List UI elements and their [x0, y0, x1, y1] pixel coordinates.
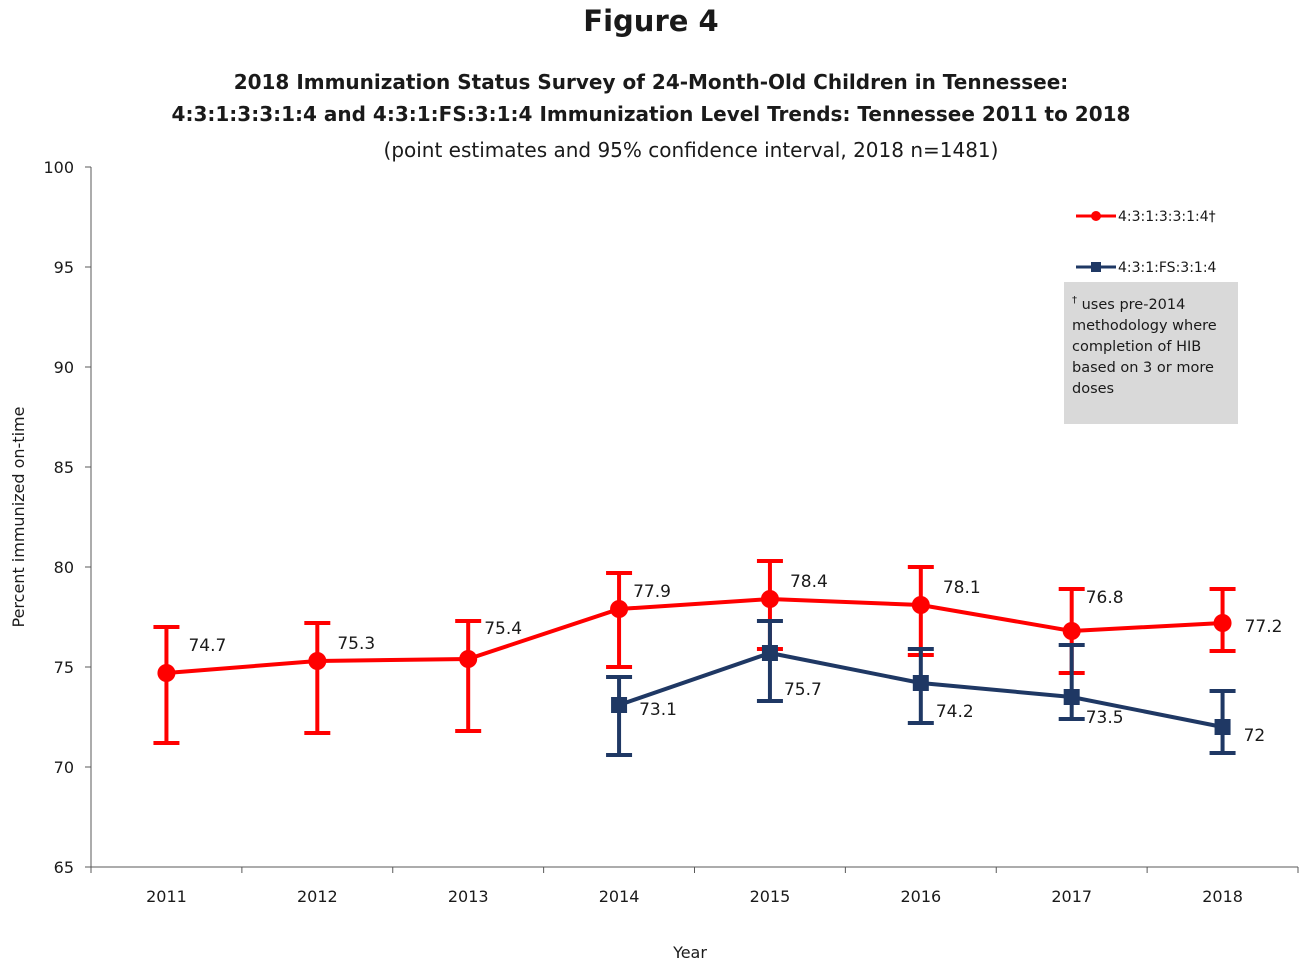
data-point	[1213, 614, 1232, 632]
data-point	[1214, 719, 1231, 735]
x-tick-label: 2011	[146, 887, 187, 906]
figure-label: Figure 4	[583, 4, 719, 38]
data-label: 74.2	[936, 702, 974, 722]
x-tick-label: 2016	[900, 887, 941, 906]
data-point	[308, 652, 327, 670]
data-point	[761, 645, 778, 661]
legend-label: 4:3:1:3:3:1:4†	[1118, 209, 1216, 225]
data-label: 74.7	[188, 636, 226, 656]
x-tick-label: 2015	[750, 887, 791, 906]
data-point	[459, 650, 478, 668]
x-axis-title: Year	[672, 943, 707, 961]
note-dagger: †	[1072, 295, 1077, 306]
data-point	[1063, 689, 1080, 705]
data-point	[157, 664, 176, 682]
data-label: 73.1	[639, 700, 677, 720]
x-tick-label: 2012	[297, 887, 338, 906]
data-point	[1062, 622, 1081, 640]
chart-subtitle: (point estimates and 95% confidence inte…	[383, 138, 999, 162]
data-point	[611, 697, 628, 713]
y-tick-label: 80	[54, 558, 74, 577]
chart-title-line1: 2018 Immunization Status Survey of 24-Mo…	[233, 70, 1069, 94]
y-tick-label: 95	[54, 258, 74, 277]
y-tick-label: 70	[54, 758, 74, 777]
x-tick-label: 2017	[1051, 887, 1092, 906]
data-label: 77.2	[1245, 617, 1283, 637]
y-tick-label: 75	[54, 658, 74, 677]
x-tick-label: 2014	[599, 887, 640, 906]
methodology-note: † uses pre-2014 methodology where comple…	[1064, 282, 1238, 424]
chart-title-line2: 4:3:1:3:3:1:4 and 4:3:1:FS:3:1:4 Immuniz…	[171, 102, 1131, 126]
data-point	[912, 675, 929, 691]
y-axis-title: Percent immunized on-time	[9, 407, 28, 628]
legend-label: 4:3:1:FS:3:1:4	[1118, 260, 1217, 276]
y-tick-label: 65	[54, 858, 74, 877]
x-tick-label: 2013	[448, 887, 489, 906]
data-point	[911, 596, 930, 614]
note-text: uses pre-2014 methodology where completi…	[1072, 296, 1217, 397]
y-tick-label: 100	[43, 158, 74, 177]
data-label: 76.8	[1086, 588, 1124, 608]
data-label: 78.1	[943, 578, 981, 598]
y-tick-label: 85	[54, 458, 74, 477]
legend-marker	[1091, 262, 1101, 272]
data-label: 75.7	[784, 680, 822, 700]
data-label: 75.3	[337, 634, 375, 654]
data-label: 75.4	[484, 619, 522, 639]
legend-marker	[1091, 211, 1101, 221]
y-tick-label: 90	[54, 358, 74, 377]
data-label: 78.4	[790, 572, 828, 592]
data-label: 77.9	[633, 582, 671, 602]
data-point	[760, 590, 779, 608]
series-line	[166, 596, 1223, 675]
x-tick-label: 2018	[1202, 887, 1243, 906]
data-label: 73.5	[1086, 708, 1124, 728]
data-point	[610, 600, 629, 618]
data-label: 72	[1244, 726, 1266, 746]
